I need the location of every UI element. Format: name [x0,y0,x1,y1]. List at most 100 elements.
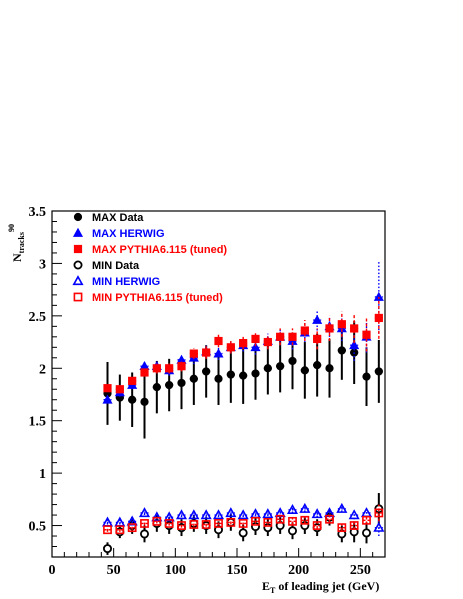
data-point [102,394,113,404]
data-point [374,313,383,323]
data-point [362,515,371,525]
legend-entry: MIN HERWIG [72,275,160,288]
data-point [362,372,371,381]
y-axis-title: Ntracks90 [7,224,26,262]
data-point [239,339,248,348]
data-point [312,521,322,530]
data-point [103,384,112,393]
y-tick-label: 2 [39,362,46,377]
data-point [350,324,359,333]
data-point [349,339,360,350]
legend-entry: MAX HERWIG [72,227,165,240]
legend-label: MAX Data [92,212,144,224]
data-point [325,364,334,373]
data-point [237,509,249,520]
data-point [275,514,285,524]
data-point [214,336,223,346]
x-tick-label: 0 [49,563,56,578]
data-point [337,346,346,355]
legend-marker [73,212,83,222]
x-axis-title-rest: of leading jet (GeV) [275,579,379,593]
data-point [287,526,297,536]
legend-marker [72,275,84,286]
legend-entry: MAX Data [73,212,144,224]
data-point [115,385,124,394]
data-point [251,516,260,526]
data-point [103,525,112,535]
data-point [103,544,113,554]
legend: MAX Data MAX HERWIG MAX PYTHIA6.115 (tuned… [72,212,227,304]
axes: 0 50 100 150 200 250 0.5 1 1.5 2 2.5 3 3.5 [29,205,386,578]
data-point [127,523,137,533]
data-point [165,364,174,373]
data-point [349,521,359,530]
data-point [140,519,149,528]
data-point [213,525,223,535]
data-point [140,368,149,377]
data-point [325,514,334,524]
y-tick-label: 2.5 [29,310,47,325]
legend-label: MAX PYTHIA6.115 (tuned) [92,244,227,256]
data-point [374,367,383,376]
data-point [213,348,224,358]
data-point [300,366,309,375]
legend-entry: MIN PYTHIA6.115 (tuned) [73,292,223,304]
x-tick-label: 100 [165,563,186,578]
x-axis-title: ET of leading jet (GeV) [262,579,379,595]
data-point [300,515,310,525]
legend-marker [73,292,83,302]
data-point [337,320,346,329]
data-point [263,523,273,533]
x-tick-label: 250 [350,563,371,578]
legend-entry: MAX PYTHIA6.115 (tuned) [73,244,227,256]
data-point [189,374,198,383]
legend-marker [73,260,83,270]
data-point [177,362,186,371]
legend-label: MIN HERWIG [92,276,160,288]
plot-frame [51,210,386,558]
data-point [276,332,285,341]
data-point [200,509,212,520]
data-point [138,507,151,518]
data-point [152,383,161,392]
data-point [299,502,311,513]
series-min-pythia6-115-tuned [103,504,384,535]
data-point [225,507,237,518]
data-point [286,503,299,514]
data-point [251,369,260,378]
data-point [313,361,322,370]
data-point [288,356,297,366]
data-point [140,397,149,406]
data-point [177,521,186,530]
y-axis-title-sup: 90 [7,224,16,232]
series-min-herwig [101,502,385,537]
data-point [362,330,371,339]
data-point [214,519,223,528]
data-point [189,520,199,529]
data-point [189,349,198,358]
x-tick-label: 150 [227,563,248,578]
data-point [128,376,137,385]
y-tick-label: 3 [39,257,46,272]
legend-label: MIN Data [92,260,140,272]
data-point [312,314,323,324]
data-point [263,517,273,527]
legend-marker [72,227,84,237]
data-point [164,519,174,528]
plot-area-border [51,210,386,558]
legend-entry: MIN Data [73,260,140,272]
data-point [263,337,272,347]
data-point [239,371,248,380]
data-point [226,343,235,352]
data-point [337,523,347,533]
data-point [165,380,174,390]
data-point [177,378,186,388]
data-point [152,516,162,526]
data-point [288,332,297,341]
data-point [175,509,188,520]
data-point [263,364,272,373]
data-point [348,509,360,520]
series-max-pythia6-115-tuned [103,296,383,394]
data-point [373,291,384,301]
data-point [202,367,211,376]
